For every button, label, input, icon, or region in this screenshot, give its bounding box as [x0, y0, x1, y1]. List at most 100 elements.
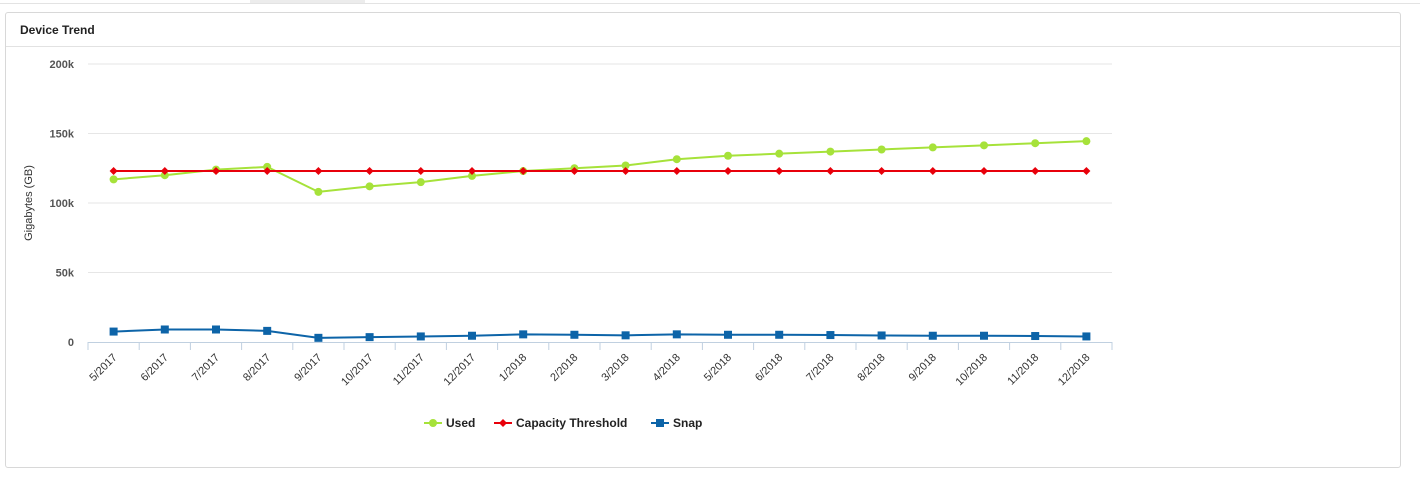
data-point-used — [672, 155, 681, 164]
data-point-used — [724, 151, 732, 160]
data-point-snap — [724, 330, 732, 339]
data-point-snap — [672, 330, 681, 339]
legend-item-capacity-threshold: Capacity Threshold — [494, 416, 627, 430]
data-point-capacity-threshold — [621, 167, 630, 176]
data-point-snap — [621, 331, 630, 340]
data-point-capacity-threshold — [570, 167, 579, 176]
x-tick-label: 6/2017 — [139, 352, 171, 384]
data-point-used — [826, 147, 835, 156]
data-point-snap — [775, 330, 784, 339]
x-tick-label: 7/2017 — [190, 352, 222, 384]
data-point-capacity-threshold — [672, 167, 681, 176]
y-tick-label: 50k — [56, 268, 75, 280]
data-point-snap — [519, 330, 528, 339]
data-point-used — [365, 182, 374, 191]
data-point-used — [416, 178, 425, 187]
x-tick-label: 11/2017 — [391, 352, 427, 388]
data-point-used — [980, 141, 988, 150]
x-tick-label: 8/2018 — [855, 352, 887, 384]
top-tab-strip — [0, 0, 1420, 4]
data-point-snap — [416, 332, 425, 341]
x-tick-label: 12/2017 — [442, 352, 479, 389]
device-trend-panel: Device Trend — [5, 12, 1401, 468]
data-point-snap — [263, 326, 272, 335]
data-point-capacity-threshold — [980, 167, 988, 176]
data-point-used — [1031, 139, 1040, 148]
data-point-capacity-threshold — [468, 167, 476, 176]
legend-label: Capacity Threshold — [516, 416, 627, 430]
x-tick-label: 8/2017 — [241, 352, 273, 384]
data-point-capacity-threshold — [928, 167, 937, 176]
legend-marker — [499, 419, 507, 427]
legend-item-used: Used — [424, 416, 475, 430]
x-tick-label: 2/2018 — [548, 352, 580, 384]
y-tick-label: 0 — [68, 337, 74, 349]
data-point-snap — [928, 331, 937, 340]
legend-label: Used — [446, 416, 475, 430]
data-point-snap — [212, 325, 220, 334]
legend-marker — [656, 419, 664, 427]
series-line-used — [113, 140, 1087, 193]
x-tick-label: 9/2018 — [907, 352, 939, 384]
axis-layer: 0 50k 100k 150k 200k 5/2017 6/2017 7/2017 8/2017… — [50, 59, 1113, 389]
x-tick-label: 9/2017 — [292, 352, 324, 384]
data-point-snap — [826, 331, 835, 340]
data-point-snap — [365, 333, 374, 342]
x-tick-label: 12/2018 — [1056, 352, 1093, 389]
x-tick-label: 10/2018 — [954, 352, 991, 389]
y-axis-title: Gigabytes (GB) — [23, 165, 35, 241]
data-point-snap — [570, 330, 579, 339]
x-tick-label: 7/2018 — [804, 352, 836, 384]
x-tick-label: 5/2018 — [702, 352, 734, 384]
data-point-used — [928, 143, 937, 152]
data-point-snap — [314, 333, 323, 342]
data-point-used — [775, 149, 784, 158]
x-tick-label: 5/2017 — [87, 352, 119, 384]
legend-label: Snap — [673, 416, 702, 430]
legend-marker — [429, 419, 437, 427]
y-tick-label: 200k — [50, 59, 75, 71]
data-point-used — [160, 171, 169, 180]
panel-header: Device Trend — [6, 13, 1400, 47]
chart-legend: Used Capacity Threshold Snap — [424, 416, 702, 430]
x-tick-label: 4/2018 — [651, 352, 683, 384]
data-point-capacity-threshold — [724, 167, 732, 176]
data-point-capacity-threshold — [416, 167, 425, 176]
data-point-capacity-threshold — [212, 167, 220, 176]
x-tick-label: 3/2018 — [599, 352, 631, 384]
data-point-snap — [160, 325, 169, 334]
data-point-snap — [468, 331, 476, 340]
data-point-snap — [109, 327, 118, 336]
x-tick-label: 10/2017 — [339, 352, 376, 389]
data-point-used — [109, 175, 118, 184]
y-tick-label: 100k — [50, 198, 75, 210]
data-point-snap — [1082, 332, 1091, 341]
series-capacity-threshold — [109, 167, 1091, 176]
data-point-snap — [980, 331, 988, 340]
data-point-capacity-threshold — [109, 167, 118, 176]
data-point-capacity-threshold — [877, 167, 886, 176]
data-point-capacity-threshold — [160, 167, 169, 176]
data-point-capacity-threshold — [1031, 167, 1040, 176]
series-layer — [109, 137, 1091, 342]
series-snap — [109, 325, 1091, 342]
grid-layer — [88, 63, 1112, 273]
series-line-snap — [113, 328, 1087, 339]
data-point-snap — [877, 331, 886, 340]
data-point-used — [621, 161, 630, 170]
data-point-capacity-threshold — [365, 167, 374, 176]
series-used — [109, 137, 1091, 196]
legend-item-snap: Snap — [651, 416, 702, 430]
data-point-snap — [1031, 332, 1040, 341]
x-tick-label: 11/2018 — [1005, 352, 1041, 388]
data-point-used — [263, 162, 272, 171]
active-tab-indicator — [250, 0, 365, 3]
data-point-used — [1082, 137, 1091, 146]
data-point-capacity-threshold — [1082, 167, 1091, 176]
x-tick-label: 6/2018 — [753, 352, 785, 384]
data-point-used — [314, 187, 323, 196]
data-point-capacity-threshold — [263, 167, 272, 176]
x-tick-label: 1/2018 — [497, 352, 529, 384]
data-point-capacity-threshold — [314, 167, 323, 176]
